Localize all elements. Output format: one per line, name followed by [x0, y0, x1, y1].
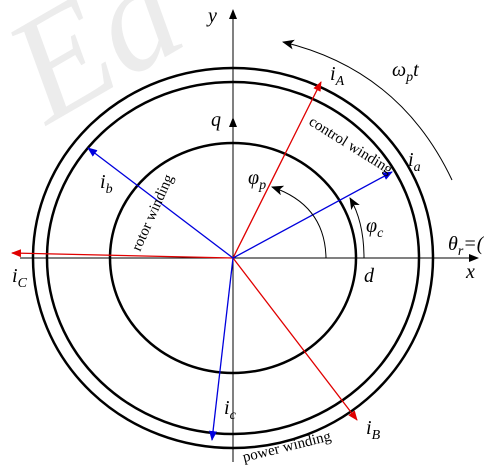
current-label: iC — [12, 265, 28, 291]
label-main: i — [224, 397, 230, 419]
winding-label: control winding — [306, 114, 396, 178]
label-main: ω — [392, 59, 406, 81]
current-label: iB — [366, 417, 381, 443]
label-sub: b — [106, 182, 113, 197]
omega-arc — [282, 39, 453, 181]
angle-label: φp — [248, 167, 266, 193]
current-arrow — [87, 147, 234, 259]
current-label: ib — [100, 171, 113, 197]
angle-label: φc — [366, 215, 384, 241]
label-sub: C — [18, 276, 28, 291]
power-currents — [11, 81, 358, 421]
angle-arcs — [271, 39, 453, 259]
label-main: i — [330, 63, 336, 85]
axes — [20, 9, 479, 462]
current-arrow — [11, 249, 234, 259]
label-sub: r — [458, 244, 464, 259]
label-sub: p — [405, 70, 413, 85]
axis-label: d — [364, 265, 375, 287]
label-main: i — [366, 417, 372, 439]
phi-p-arc — [271, 185, 327, 259]
current-label: ic — [224, 397, 237, 423]
label-tail: =( — [463, 233, 484, 255]
label-sub: B — [372, 428, 381, 443]
current-arrow — [209, 257, 234, 441]
label-sub: a — [414, 160, 421, 175]
label-sub: p — [258, 178, 266, 193]
label-sub: c — [230, 408, 237, 423]
label-tail: t — [413, 59, 419, 81]
axis-label: y — [206, 5, 217, 27]
label-sub: c — [377, 226, 384, 241]
label-main: i — [12, 265, 18, 287]
axis-label: q — [211, 109, 221, 131]
current-arrow — [232, 257, 358, 421]
label-main: φ — [248, 167, 259, 189]
angle-label: ωpt — [392, 59, 419, 85]
label-main: θ — [448, 233, 458, 255]
label-main: φ — [366, 215, 377, 237]
current-label: ia — [408, 149, 421, 175]
label-main: i — [408, 149, 414, 171]
current-label: iA — [330, 63, 345, 89]
axis-label: x — [465, 261, 475, 283]
phi-c-arc — [349, 197, 365, 259]
angle-label: θr=( — [448, 233, 484, 259]
label-sub: A — [335, 74, 345, 89]
label-main: i — [100, 171, 106, 193]
current-arrow — [232, 81, 322, 259]
